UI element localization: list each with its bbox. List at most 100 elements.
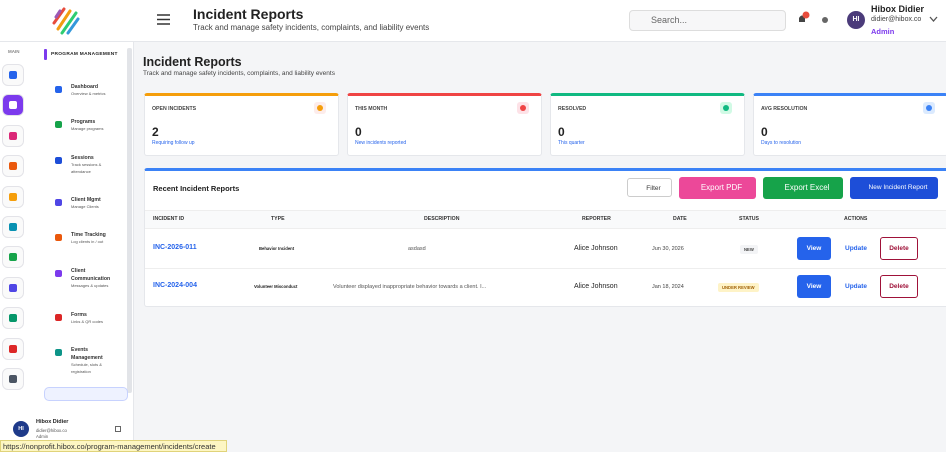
sidebar-user-role: Admin <box>36 434 49 439</box>
nav-item-title[interactable]: Client Communication <box>71 268 111 282</box>
card-value: 2 <box>152 125 159 139</box>
delete-button[interactable]: Delete <box>880 275 918 298</box>
nav-item-subtitle: Links & QR codes <box>71 319 104 324</box>
incident-type: Behavior Incident <box>259 246 295 251</box>
settings-icon[interactable] <box>821 16 829 24</box>
status-badge: NEW <box>740 245 758 254</box>
incident-id[interactable]: INC-2026-011 <box>153 244 197 251</box>
nav-item-title[interactable]: Sessions <box>71 155 94 161</box>
page-title: Incident Reports <box>143 55 242 69</box>
column-header: DATE <box>673 216 687 222</box>
rail-glyph <box>9 162 17 171</box>
card-value: 0 <box>558 125 565 139</box>
card-note: Requiring follow up <box>152 140 195 146</box>
nav-item-subtitle: Track sessions & attendance <box>71 162 102 174</box>
page-subtitle: Track and manage safety incidents, compl… <box>143 70 335 77</box>
header-title: Incident Reports <box>193 6 304 22</box>
toolbar-button[interactable]: Export Excel <box>763 177 843 199</box>
card-note: Days to resolution <box>761 140 802 146</box>
incident-type: Volunteer Misconduct <box>254 284 298 289</box>
card-label: THIS MONTH <box>355 106 388 112</box>
nav-item-subtitle: Messages & updates <box>71 283 109 288</box>
rail-glyph <box>9 223 17 231</box>
card-note: This quarter <box>558 140 585 146</box>
sidebar-user-email: didier@hibox.co <box>36 428 67 433</box>
rail-glyph <box>9 131 17 140</box>
nav-icon <box>55 199 62 206</box>
card-label: RESOLVED <box>558 106 587 112</box>
nav-icon <box>55 314 62 321</box>
nav-icon <box>55 234 62 241</box>
incident-id[interactable]: INC-2024-004 <box>153 282 197 289</box>
user-name: Hibox Didier <box>871 4 925 14</box>
incident-date: Jan 18, 2024 <box>652 284 684 290</box>
incident-description: asdasd <box>408 246 426 252</box>
nav-item-subtitle: Schedule, slots & registration <box>71 362 102 374</box>
card-label: AVG RESOLUTION <box>761 106 808 112</box>
logout-icon[interactable] <box>115 426 121 432</box>
sidebar-user-name: Hibox Didier <box>36 419 69 425</box>
rail-glyph <box>9 253 17 262</box>
card-icon-dot <box>317 105 323 111</box>
table-header <box>145 210 946 229</box>
user-role: Admin <box>871 27 895 36</box>
view-button[interactable]: View <box>797 237 831 260</box>
view-button[interactable]: View <box>797 275 831 298</box>
card-icon-dot <box>520 105 526 111</box>
incident-date: Jun 30, 2026 <box>652 246 684 252</box>
nav-item-title[interactable]: Time Tracking <box>71 232 106 238</box>
column-header: REPORTER <box>582 216 611 222</box>
toolbar-button[interactable]: New Incident Report <box>850 177 938 199</box>
row-divider <box>145 268 946 269</box>
table-title: Recent Incident Reports <box>153 184 240 193</box>
nav-item-subtitle: Manage programs <box>71 126 104 131</box>
toolbar-button[interactable]: Filter <box>627 178 672 197</box>
toolbar-button[interactable]: Export PDF <box>679 177 756 199</box>
status-url: https://nonprofit.hibox.co/program-manag… <box>3 442 216 451</box>
rail-glyph <box>9 314 17 323</box>
search-box[interactable] <box>629 10 786 31</box>
nav-icon <box>55 121 62 128</box>
rail-glyph <box>9 283 17 292</box>
update-button[interactable]: Update <box>845 245 868 252</box>
search-placeholder: Search... <box>651 15 688 25</box>
stat-card <box>144 93 339 156</box>
column-header: INCIDENT ID <box>153 216 185 222</box>
nav-icon <box>55 349 62 356</box>
sidebar-button[interactable] <box>44 387 128 401</box>
card-note: New incidents reported <box>355 140 407 146</box>
column-header: DESCRIPTION <box>424 216 460 222</box>
rail-glyph <box>9 375 17 383</box>
nav-item-title[interactable]: Client Mgmt <box>71 197 101 203</box>
update-button[interactable]: Update <box>845 283 868 290</box>
stat-card <box>550 93 745 156</box>
card-label: OPEN INCIDENTS <box>152 106 197 112</box>
dropdown-chevron[interactable] <box>929 16 938 22</box>
notification-bell[interactable] <box>796 11 810 27</box>
column-header: STATUS <box>739 216 759 222</box>
status-badge: UNDER REVIEW <box>718 283 759 292</box>
nav-item-subtitle: Overview & metrics <box>71 91 106 96</box>
user-avatar[interactable]: HI <box>847 11 865 29</box>
header-subtitle: Track and manage safety incidents, compl… <box>193 23 430 32</box>
nav-item-title[interactable]: Programs <box>71 119 96 125</box>
card-icon-dot <box>723 105 729 111</box>
nav-item-title[interactable]: Forms <box>71 312 87 318</box>
nav-item-title[interactable]: Events Management <box>71 347 103 361</box>
logo <box>52 7 80 35</box>
card-icon-dot <box>926 105 932 111</box>
section-title: PROGRAM MANAGEMENT <box>51 52 118 57</box>
sidebar-avatar: HI <box>13 421 29 437</box>
nav-icon <box>55 157 62 164</box>
section-marker <box>44 49 47 60</box>
delete-button[interactable]: Delete <box>880 237 918 260</box>
stat-card <box>753 93 946 156</box>
rail-glyph <box>9 344 17 353</box>
card-value: 0 <box>355 125 362 139</box>
rail-glyph <box>9 192 17 201</box>
menu-button[interactable] <box>157 14 170 25</box>
nav-item-title[interactable]: Dashboard <box>71 84 99 90</box>
top-bar <box>0 0 946 42</box>
stat-card <box>347 93 542 156</box>
